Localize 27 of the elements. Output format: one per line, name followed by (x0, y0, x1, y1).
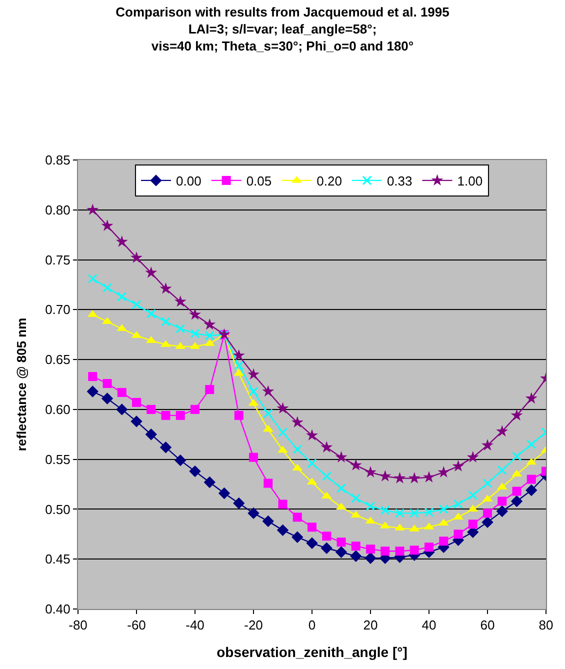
x-tick-label: 80 (538, 618, 554, 633)
y-tick-label: 0.80 (45, 202, 70, 218)
x-tick-label: 20 (363, 618, 378, 633)
legend-label: 1.00 (457, 174, 483, 189)
x-tick-label: -60 (127, 618, 146, 633)
y-tick-label: 0.85 (45, 152, 70, 168)
x-tick-label: 0 (308, 618, 316, 633)
y-axis-title: reflectance @ 805 nm (14, 318, 30, 452)
legend-label: 0.00 (176, 174, 202, 189)
x-tick-label: -80 (68, 618, 88, 633)
x-tick-label: 60 (480, 618, 495, 633)
y-tick-label: 0.65 (45, 352, 70, 368)
x-axis-title: observation_zenith_angle [°] (216, 644, 408, 660)
y-tick-label: 0.50 (45, 502, 70, 517)
legend-label: 0.20 (316, 174, 342, 189)
chart-title: Comparison with results from Jacquemoud et al. 1995 LAI=3; s/l=var; leaf_angle=58°; vis=40 km; Theta_s=30°; Phi_o=0 and 180° (116, 4, 450, 54)
legend-label: 0.05 (246, 174, 272, 189)
y-tick-label: 0.55 (45, 452, 70, 467)
y-tick-label: 0.45 (45, 552, 70, 567)
x-tick-label: -20 (244, 618, 263, 633)
y-tick-label: 0.60 (45, 402, 70, 417)
y-tick-label: 0.40 (45, 602, 70, 617)
x-tick-label: 40 (422, 618, 436, 633)
y-tick-label: 0.70 (45, 302, 70, 318)
y-tick-label: 0.75 (45, 252, 70, 268)
legend-label: 0.33 (386, 174, 412, 189)
x-tick-label: -40 (186, 618, 204, 633)
